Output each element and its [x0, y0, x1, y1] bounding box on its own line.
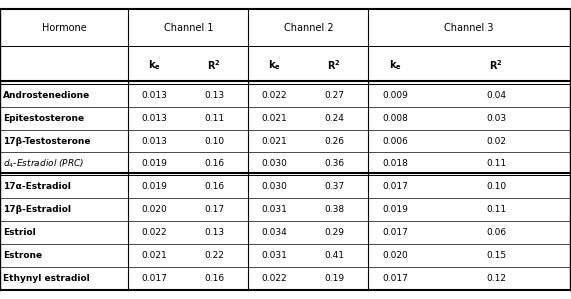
Text: 0.11: 0.11	[486, 205, 506, 214]
Text: 0.16: 0.16	[204, 159, 224, 168]
Text: 0.36: 0.36	[324, 159, 344, 168]
Text: $\mathbf{k_e}$: $\mathbf{k_e}$	[389, 58, 402, 72]
Text: Channel 3: Channel 3	[444, 23, 494, 33]
Text: 0.009: 0.009	[383, 91, 408, 100]
Text: 17β-Testosterone: 17β-Testosterone	[3, 137, 90, 146]
Text: 0.013: 0.013	[141, 114, 167, 123]
Text: 0.11: 0.11	[204, 114, 224, 123]
Text: 0.15: 0.15	[486, 251, 506, 260]
Text: $\mathbf{R^2}$: $\mathbf{R^2}$	[489, 58, 503, 72]
Text: 0.29: 0.29	[324, 228, 344, 237]
Text: 0.11: 0.11	[486, 159, 506, 168]
Text: 0.022: 0.022	[262, 91, 287, 100]
Text: 0.017: 0.017	[383, 182, 408, 191]
Text: Hormone: Hormone	[42, 23, 87, 33]
Text: 0.06: 0.06	[486, 228, 506, 237]
Text: $\mathbf{R^2}$: $\mathbf{R^2}$	[207, 58, 221, 72]
Text: 0.37: 0.37	[324, 182, 344, 191]
Text: 0.41: 0.41	[324, 251, 344, 260]
Text: 0.013: 0.013	[141, 137, 167, 146]
Text: $d_4$-Estradiol (PRC): $d_4$-Estradiol (PRC)	[3, 158, 85, 170]
Text: 0.26: 0.26	[324, 137, 344, 146]
Text: 0.008: 0.008	[383, 114, 408, 123]
Text: Estrone: Estrone	[3, 251, 42, 260]
Text: 0.10: 0.10	[486, 182, 506, 191]
Text: 0.03: 0.03	[486, 114, 506, 123]
Text: 0.02: 0.02	[486, 137, 506, 146]
Text: 0.13: 0.13	[204, 91, 224, 100]
Text: $\mathbf{R^2}$: $\mathbf{R^2}$	[327, 58, 341, 72]
Text: $\mathbf{k_e}$: $\mathbf{k_e}$	[148, 58, 160, 72]
Text: 0.19: 0.19	[324, 274, 344, 283]
Text: 0.030: 0.030	[261, 159, 287, 168]
Text: Channel 1: Channel 1	[164, 23, 213, 33]
Text: 0.020: 0.020	[141, 205, 167, 214]
Text: 0.17: 0.17	[204, 205, 224, 214]
Text: Androstenedione: Androstenedione	[3, 91, 90, 100]
Text: 17β-Estradiol: 17β-Estradiol	[3, 205, 71, 214]
Text: 0.020: 0.020	[383, 251, 408, 260]
Text: 0.017: 0.017	[383, 228, 408, 237]
Text: 0.019: 0.019	[141, 159, 167, 168]
Text: 0.13: 0.13	[204, 228, 224, 237]
Text: 0.021: 0.021	[141, 251, 167, 260]
Text: 0.16: 0.16	[204, 274, 224, 283]
Text: 0.017: 0.017	[141, 274, 167, 283]
Text: 0.10: 0.10	[204, 137, 224, 146]
Text: 0.12: 0.12	[486, 274, 506, 283]
Text: Ethynyl estradiol: Ethynyl estradiol	[3, 274, 90, 283]
Text: 0.16: 0.16	[204, 182, 224, 191]
Text: Channel 2: Channel 2	[284, 23, 333, 33]
Text: 0.019: 0.019	[383, 205, 408, 214]
Text: 0.021: 0.021	[261, 114, 287, 123]
Text: 0.031: 0.031	[261, 205, 287, 214]
Text: 0.017: 0.017	[383, 274, 408, 283]
Text: 0.018: 0.018	[383, 159, 408, 168]
Text: 0.021: 0.021	[261, 137, 287, 146]
Text: 0.006: 0.006	[383, 137, 408, 146]
Text: 0.030: 0.030	[261, 182, 287, 191]
Text: 0.24: 0.24	[324, 114, 344, 123]
Text: 17α-Estradiol: 17α-Estradiol	[3, 182, 71, 191]
Text: Estriol: Estriol	[3, 228, 35, 237]
Text: 0.022: 0.022	[142, 228, 167, 237]
Text: 0.04: 0.04	[486, 91, 506, 100]
Text: 0.013: 0.013	[141, 91, 167, 100]
Text: 0.022: 0.022	[262, 274, 287, 283]
Text: 0.22: 0.22	[204, 251, 224, 260]
Text: $\mathbf{k_e}$: $\mathbf{k_e}$	[268, 58, 280, 72]
Text: 0.38: 0.38	[324, 205, 344, 214]
Text: 0.019: 0.019	[141, 182, 167, 191]
Text: 0.031: 0.031	[261, 251, 287, 260]
Text: 0.034: 0.034	[261, 228, 287, 237]
Text: Epitestosterone: Epitestosterone	[3, 114, 84, 123]
Text: 0.27: 0.27	[324, 91, 344, 100]
